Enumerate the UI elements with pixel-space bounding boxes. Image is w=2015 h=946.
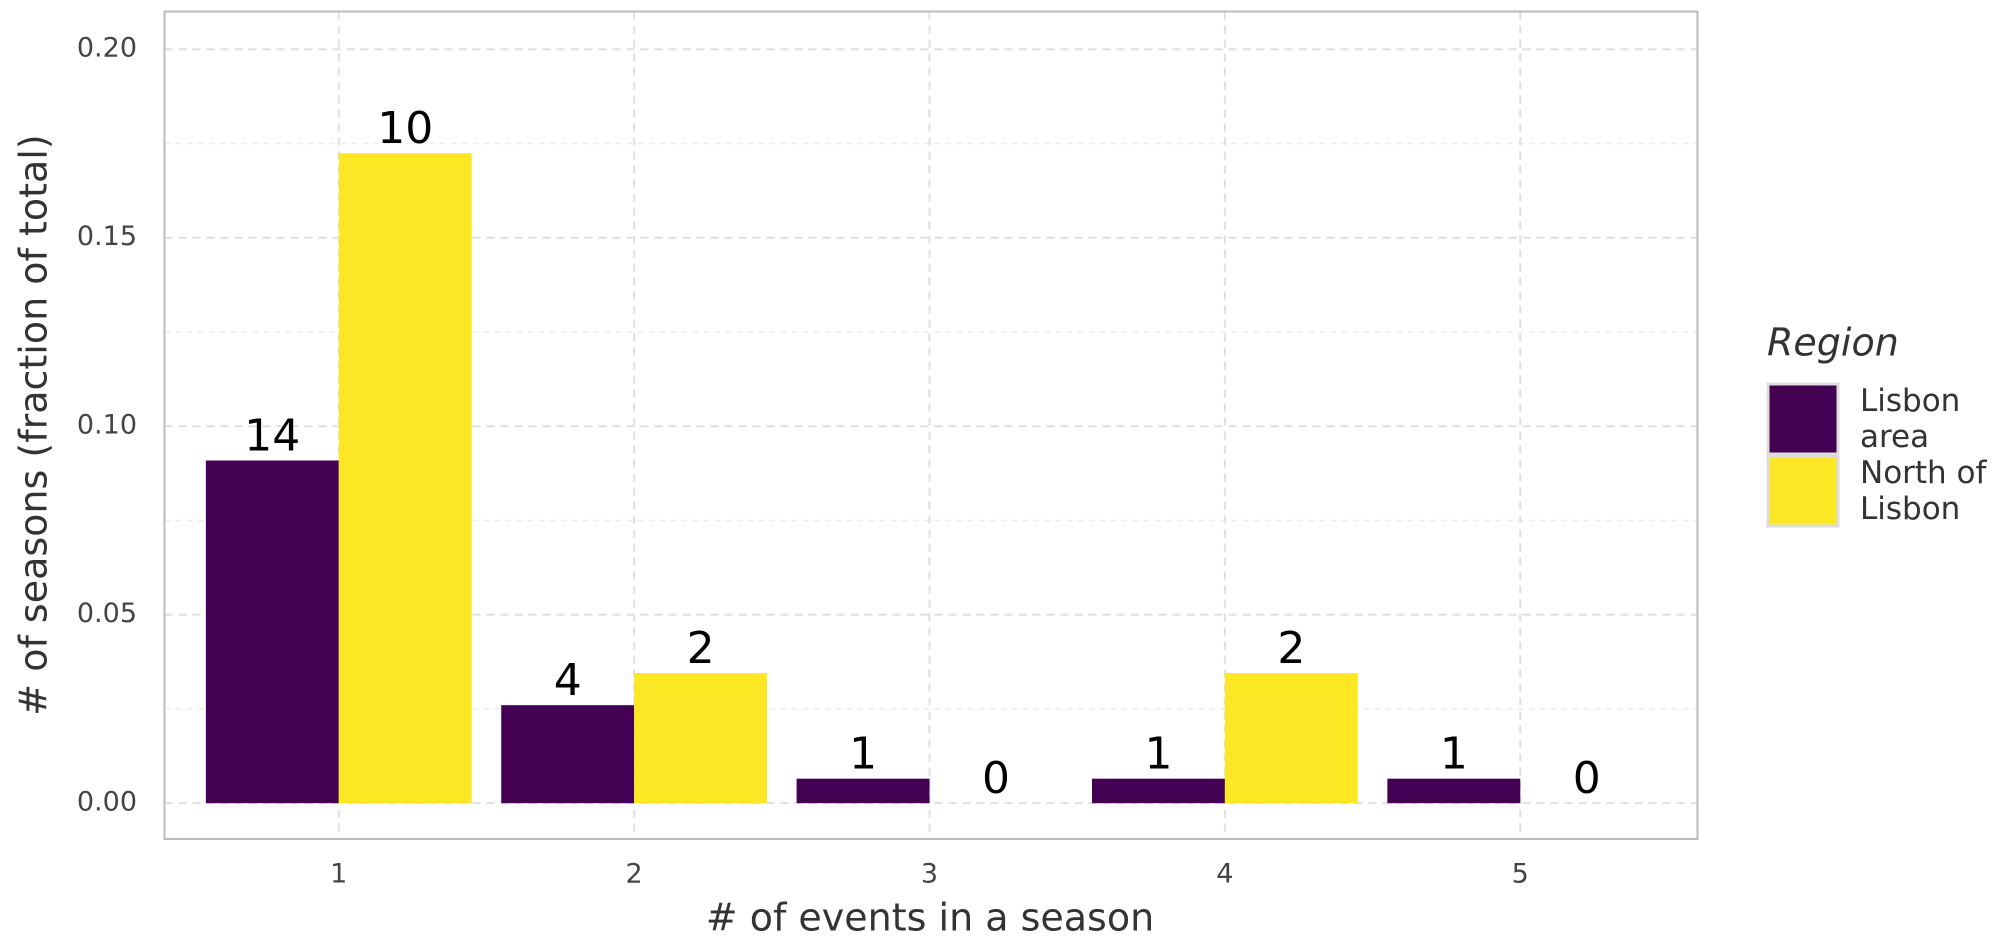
data-label: 2 [1277,623,1305,674]
bar [634,673,768,804]
panel-border [163,10,1699,840]
legend-label: Lisbon area [1860,383,1960,455]
x-tick-label: 3 [921,859,938,890]
y-axis-title: # of seasons (fraction of total) [12,134,56,715]
bar [205,460,339,804]
x-tick-label: 1 [330,859,347,890]
y-tick-label: 0.05 [77,598,137,629]
bar [501,705,635,804]
data-label: 1 [849,729,877,780]
data-label: 1 [1440,729,1468,780]
x-axis-title: # of events in a season [706,896,1154,940]
bar [338,153,472,804]
bar [796,778,930,804]
data-label: 2 [687,623,715,674]
bar [1224,673,1358,804]
y-tick-label: 0.10 [77,410,137,441]
legend-title: Region [1767,321,1899,365]
x-tick-label: 2 [626,859,643,890]
x-tick-label: 5 [1512,859,1529,890]
data-label: 4 [554,655,582,706]
data-label: 0 [982,753,1010,804]
data-label: 0 [1573,753,1601,804]
legend-key [1766,382,1840,456]
y-tick-label: 0.15 [77,221,137,252]
y-tick-label: 0.20 [77,33,137,64]
data-label: 14 [244,410,300,461]
legend-key [1766,454,1840,528]
bar [1387,778,1521,804]
data-label: 10 [377,103,433,154]
bar [1091,778,1225,804]
y-tick-label: 0.00 [77,787,137,818]
x-tick-label: 4 [1216,859,1233,890]
data-label: 1 [1144,729,1172,780]
legend-label: North of Lisbon [1860,455,1988,527]
